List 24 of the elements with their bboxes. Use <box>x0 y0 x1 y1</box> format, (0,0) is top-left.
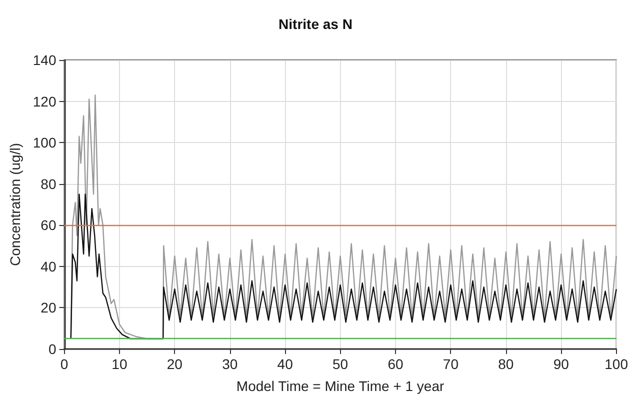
x-tick-label: 50 <box>332 356 348 372</box>
x-tick-label: 70 <box>442 356 459 372</box>
y-tick-label: 20 <box>40 300 56 316</box>
x-tick-label: 60 <box>388 356 404 372</box>
y-tick-label: 0 <box>48 341 56 357</box>
y-tick-label: 140 <box>32 52 56 68</box>
chart-title: Nitrite as N <box>278 16 352 32</box>
x-tick-label: 20 <box>166 356 183 372</box>
y-axis-title: Concentration (ug/l) <box>7 143 23 266</box>
y-tick-label: 40 <box>40 258 56 274</box>
line-series <box>70 194 617 340</box>
x-tick-label: 90 <box>553 356 570 372</box>
x-tick-label: 80 <box>498 356 514 372</box>
y-tick-label: 80 <box>40 176 56 192</box>
y-tick-label: 60 <box>40 217 56 234</box>
x-tick-label: 30 <box>222 356 238 372</box>
x-tick-label: 40 <box>277 356 294 372</box>
y-tick-label: 120 <box>32 93 56 110</box>
x-tick-label: 10 <box>112 356 128 372</box>
x-tick-label: 100 <box>604 356 628 372</box>
y-tick-label: 100 <box>32 134 56 151</box>
x-axis-title: Model Time = Mine Time + 1 year <box>236 378 444 394</box>
x-tick-label: 0 <box>60 356 68 372</box>
line-series <box>70 94 617 340</box>
